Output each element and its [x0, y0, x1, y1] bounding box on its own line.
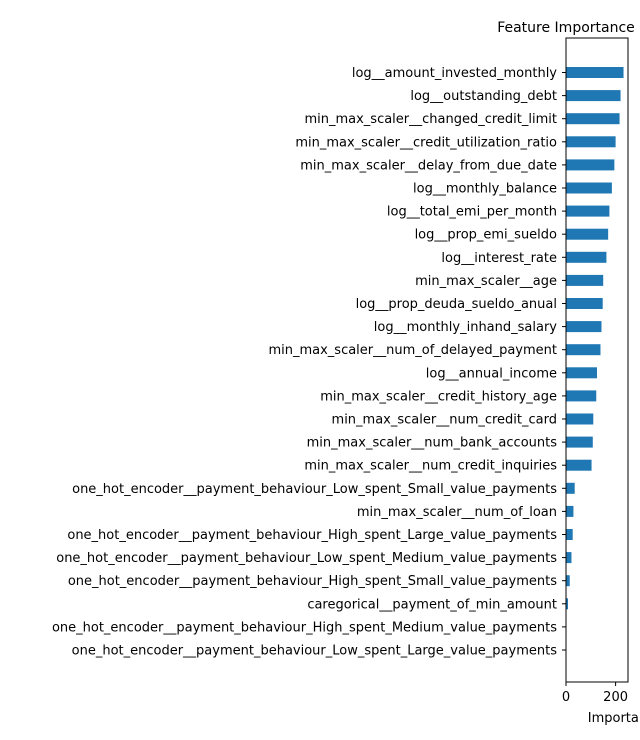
category-label: min_max_scaler__changed_credit_limit: [304, 112, 557, 127]
bar: [566, 529, 573, 540]
bar: [566, 575, 570, 587]
bar: [566, 90, 621, 102]
category-label: log__total_emi_per_month: [387, 205, 557, 220]
category-label: log__interest_rate: [441, 251, 557, 266]
category-label: min_max_scaler__age: [415, 274, 557, 289]
category-label: one_hot_encoder__payment_behaviour_High_…: [68, 574, 557, 589]
bars-group: [566, 67, 624, 656]
category-label: min_max_scaler__num_credit_card: [332, 413, 557, 428]
category-label: min_max_scaler__num_bank_accounts: [307, 436, 558, 451]
category-label: log__prop_deuda_sueldo_anual: [356, 297, 557, 312]
bar: [566, 505, 574, 517]
bar: [566, 413, 594, 425]
plot-frame: [565, 37, 629, 683]
bar: [566, 251, 607, 263]
category-label: min_max_scaler__num_of_loan: [357, 505, 557, 520]
category-label: min_max_scaler__credit_history_age: [320, 389, 557, 404]
bar: [566, 436, 593, 448]
bar: [566, 321, 602, 333]
category-label: log__prop_emi_sueldo: [415, 228, 557, 243]
bar: [566, 344, 601, 356]
category-label: one_hot_encoder__payment_behaviour_Low_s…: [72, 482, 557, 497]
category-label: log__amount_invested_monthly: [352, 66, 557, 81]
x-axis-label: Importance: [588, 711, 640, 726]
category-label: one_hot_encoder__payment_behaviour_Low_s…: [72, 644, 558, 659]
category-label: one_hot_encoder__payment_behaviour_High_…: [67, 528, 557, 543]
x-tick-label: 0: [562, 690, 570, 705]
category-label: min_max_scaler__num_of_delayed_payment: [268, 343, 557, 358]
x-tick-label: 200: [603, 690, 628, 705]
bar: [566, 228, 609, 240]
category-label: log__monthly_balance: [413, 182, 557, 197]
bar: [566, 205, 610, 217]
category-labels-group: log__amount_invested_monthly log__outstan…: [52, 66, 566, 659]
bar: [566, 298, 603, 309]
bar: [566, 552, 572, 564]
bar: [566, 482, 575, 494]
category-label: caregorical__payment_of_min_amount: [307, 597, 557, 612]
chart-title: Feature Importance: [497, 20, 635, 36]
x-axis-group: 0 200: [562, 682, 628, 705]
category-label: min_max_scaler__num_credit_inquiries: [304, 459, 557, 474]
bar: [566, 67, 624, 78]
category-label: log__monthly_inhand_salary: [374, 320, 558, 335]
category-label: min_max_scaler__delay_from_due_date: [300, 158, 557, 173]
bar: [566, 274, 604, 286]
bar: [566, 459, 592, 471]
bar: [566, 390, 597, 402]
category-label: one_hot_encoder__payment_behaviour_Low_s…: [56, 551, 557, 566]
category-label: one_hot_encoder__payment_behaviour_High_…: [52, 620, 557, 635]
category-label: min_max_scaler__credit_utilization_ratio: [295, 135, 557, 150]
category-label: log__outstanding_debt: [410, 89, 557, 104]
bar: [566, 113, 620, 125]
bar: [566, 367, 597, 379]
bar: [566, 159, 615, 171]
category-label: log__annual_income: [426, 366, 557, 381]
bar: [566, 182, 612, 194]
bar: [566, 598, 568, 610]
bar: [566, 136, 616, 148]
